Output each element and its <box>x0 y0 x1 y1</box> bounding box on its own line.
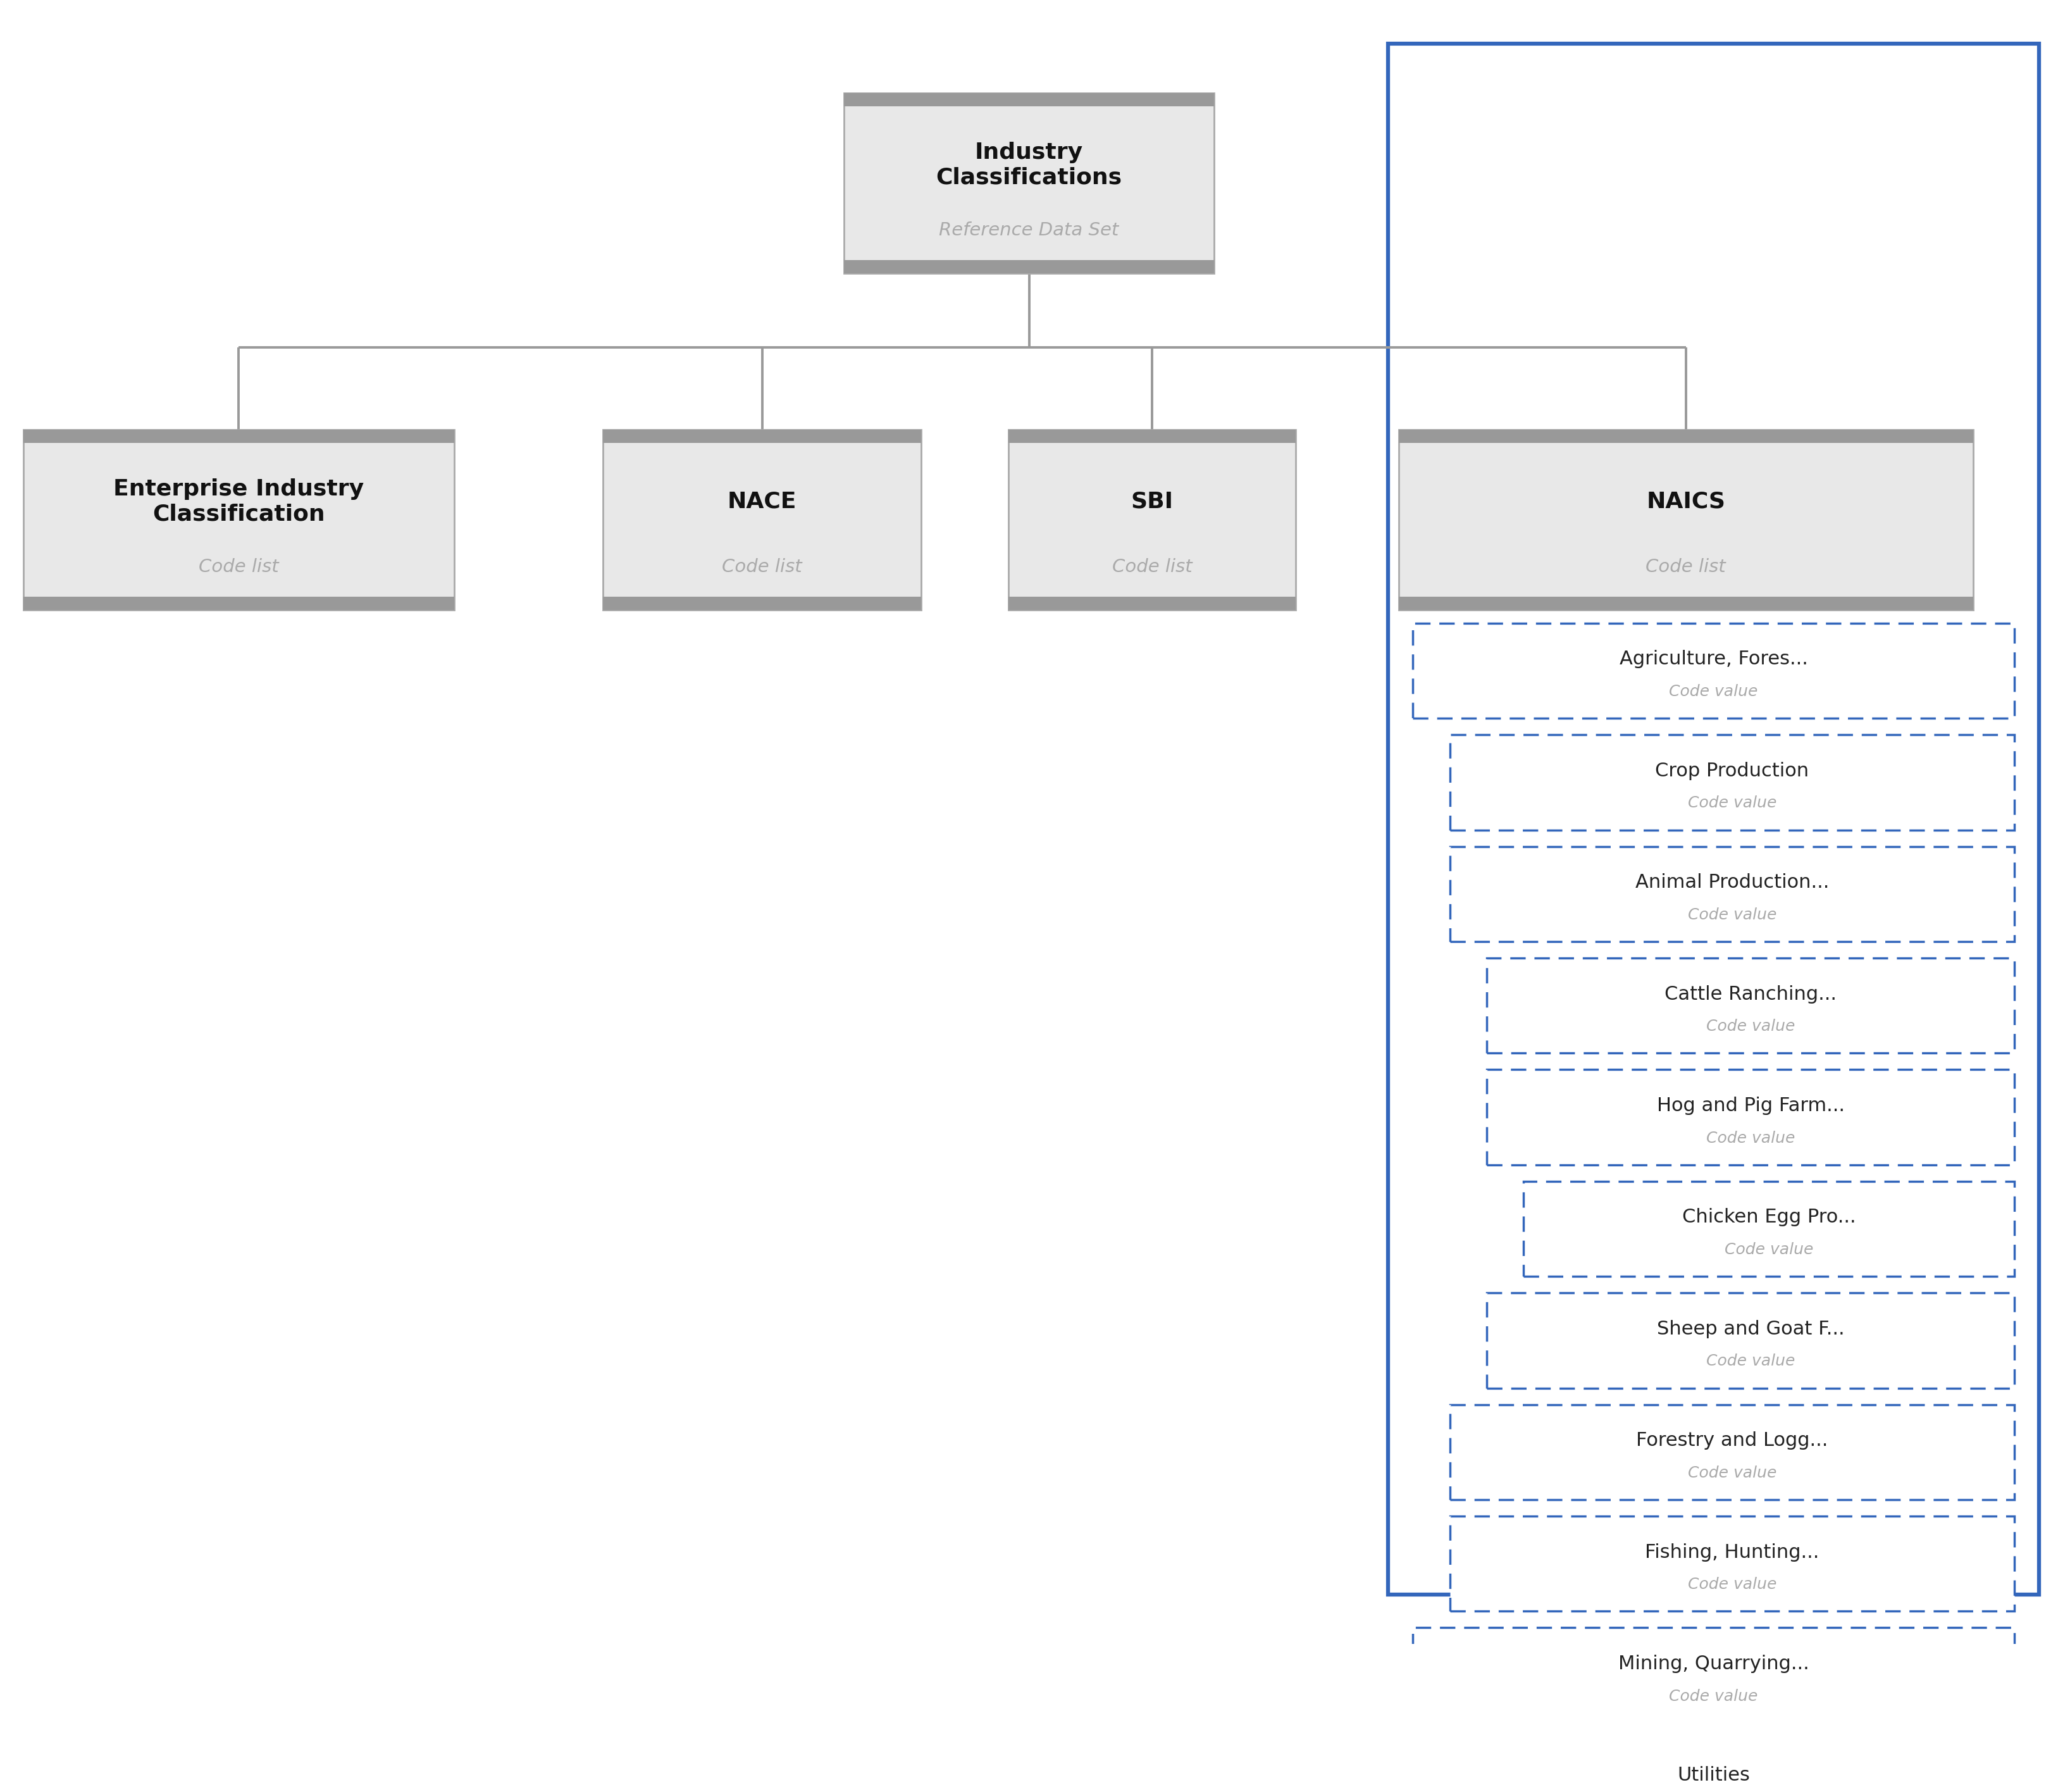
Bar <box>23 430 455 609</box>
Text: Code list: Code list <box>1111 557 1192 575</box>
Text: NACE: NACE <box>729 491 796 513</box>
Text: Fishing, Hunting...: Fishing, Hunting... <box>1644 1543 1819 1561</box>
Bar <box>1008 430 1297 609</box>
FancyBboxPatch shape <box>1449 1405 2015 1500</box>
Bar <box>1399 430 1974 609</box>
FancyBboxPatch shape <box>1449 1516 2015 1611</box>
FancyBboxPatch shape <box>1414 624 2015 719</box>
Text: Industry
Classifications: Industry Classifications <box>936 142 1122 188</box>
Text: Code value: Code value <box>1688 1466 1776 1480</box>
FancyBboxPatch shape <box>1486 1070 2015 1165</box>
FancyBboxPatch shape <box>1486 1292 2015 1389</box>
Text: Code value: Code value <box>1706 1020 1795 1034</box>
Text: Cattle Ranching...: Cattle Ranching... <box>1665 986 1836 1004</box>
Bar <box>603 430 922 443</box>
Text: Utilities: Utilities <box>1677 1767 1749 1785</box>
Text: Mining, Quarrying...: Mining, Quarrying... <box>1618 1654 1809 1674</box>
Bar <box>23 597 455 609</box>
FancyBboxPatch shape <box>1486 959 2015 1054</box>
Text: Forestry and Logg...: Forestry and Logg... <box>1636 1432 1828 1450</box>
Text: Code value: Code value <box>1706 1353 1795 1369</box>
Text: Sheep and Goat F...: Sheep and Goat F... <box>1657 1321 1844 1339</box>
Text: Code list: Code list <box>200 557 278 575</box>
FancyBboxPatch shape <box>1414 1627 2015 1722</box>
Text: Code value: Code value <box>1688 796 1776 810</box>
Bar <box>844 260 1214 274</box>
Bar <box>1399 430 1974 443</box>
FancyBboxPatch shape <box>1449 735 2015 830</box>
Bar <box>23 430 455 443</box>
Text: NAICS: NAICS <box>1646 491 1725 513</box>
Text: Code value: Code value <box>1688 1577 1776 1593</box>
FancyBboxPatch shape <box>1523 1181 2015 1276</box>
Text: Enterprise Industry
Classification: Enterprise Industry Classification <box>113 478 364 525</box>
Text: Code value: Code value <box>1669 685 1758 699</box>
Bar <box>1008 430 1297 443</box>
Text: SBI: SBI <box>1132 491 1173 513</box>
Text: Animal Production...: Animal Production... <box>1636 873 1830 892</box>
Bar <box>844 93 1214 274</box>
Bar <box>603 430 922 609</box>
FancyBboxPatch shape <box>1414 1740 2015 1792</box>
Bar <box>1008 597 1297 609</box>
Text: Code list: Code list <box>1646 557 1727 575</box>
Text: Code value: Code value <box>1706 1131 1795 1145</box>
Text: Agriculture, Fores...: Agriculture, Fores... <box>1620 650 1807 668</box>
Text: Code value: Code value <box>1688 907 1776 923</box>
Text: Crop Production: Crop Production <box>1655 762 1809 780</box>
Text: Code value: Code value <box>1669 1688 1758 1704</box>
Text: Code list: Code list <box>722 557 803 575</box>
Bar <box>603 597 922 609</box>
FancyBboxPatch shape <box>1449 846 2015 941</box>
Bar <box>1389 43 2039 1595</box>
Text: Code value: Code value <box>1725 1242 1813 1258</box>
Text: Reference Data Set: Reference Data Set <box>938 220 1120 238</box>
Text: Hog and Pig Farm...: Hog and Pig Farm... <box>1657 1097 1844 1115</box>
Bar <box>844 93 1214 106</box>
Bar <box>1399 597 1974 609</box>
Text: Chicken Egg Pro...: Chicken Egg Pro... <box>1681 1208 1856 1226</box>
